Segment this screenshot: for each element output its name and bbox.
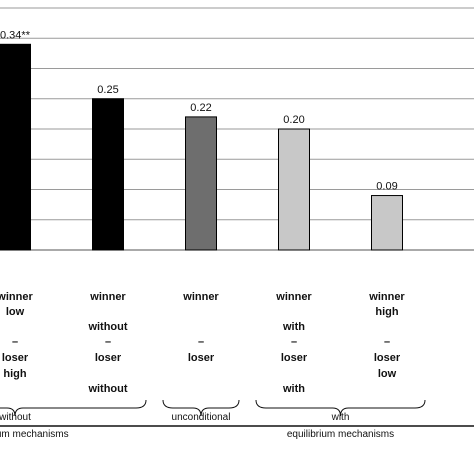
group-label: without <box>0 412 31 423</box>
category-label-line: winner <box>368 291 405 303</box>
value-label: 0.09 <box>376 181 397 193</box>
bottom-labels: equilibrium mechanisms equilibrium mechan… <box>0 425 474 440</box>
category-label-line: loser <box>281 352 308 364</box>
group-brace <box>0 399 147 417</box>
group-label: unconditional <box>172 412 231 423</box>
category-label-line: winner <box>275 291 312 303</box>
category-label-line: with <box>282 383 305 395</box>
category-label-line: low <box>6 306 25 318</box>
bar <box>371 195 403 251</box>
value-label: 0.20 <box>283 114 304 126</box>
value-label: 0.25 <box>97 84 118 96</box>
bar <box>185 116 217 251</box>
category-label-line: loser <box>374 352 401 364</box>
category-labels: winner low without – loser high without winner l… <box>0 291 405 395</box>
category-label-line: loser <box>2 352 29 364</box>
category-label-line: high <box>375 306 398 318</box>
group-braces: without unconditional with <box>0 399 426 423</box>
bars <box>0 43 403 251</box>
category-label-line: without <box>87 321 127 333</box>
bar <box>92 98 124 251</box>
bottom-label: equilibrium mechanisms <box>0 429 69 440</box>
category-label-line: – <box>105 336 111 348</box>
category-label-line: – <box>291 336 297 348</box>
category-label-line: loser <box>188 352 215 364</box>
category-label-line: without <box>87 383 127 395</box>
bottom-label: equilibrium mechanisms <box>287 429 394 440</box>
category-label-line: – <box>198 336 204 348</box>
value-labels: 0.34***0.34**0.250.220.200.09 <box>0 29 398 192</box>
bar <box>278 128 310 251</box>
value-label: 0.22 <box>190 102 211 114</box>
category-label-line: high <box>3 368 26 380</box>
bar <box>0 43 31 251</box>
category-label-line: winner <box>0 291 33 303</box>
category-label-line: loser <box>95 352 122 364</box>
group-brace <box>255 399 426 417</box>
group-brace <box>162 399 240 417</box>
category-label-line: low <box>378 368 397 380</box>
group-label: with <box>331 412 350 423</box>
category-label-line: – <box>384 336 390 348</box>
category-label-line: – <box>12 336 18 348</box>
category-label-line: with <box>282 321 305 333</box>
value-label: 0.34** <box>0 29 31 41</box>
category-label-line: winner <box>182 291 219 303</box>
category-label-line: winner <box>89 291 126 303</box>
